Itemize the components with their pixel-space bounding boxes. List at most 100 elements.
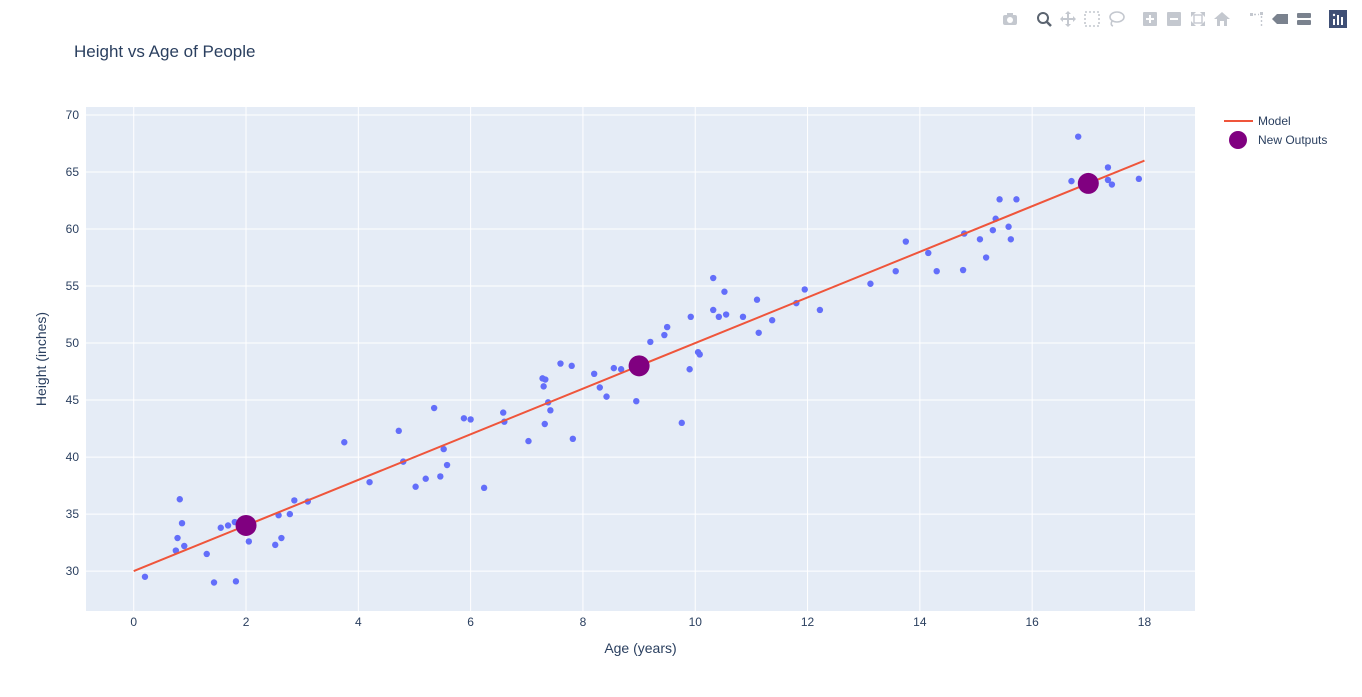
data-point[interactable]	[176, 496, 183, 503]
data-point[interactable]	[989, 226, 997, 234]
data-point[interactable]	[272, 541, 279, 549]
spike-lines-button[interactable]	[1244, 9, 1268, 29]
data-point[interactable]	[245, 538, 253, 545]
data-point[interactable]	[224, 522, 232, 529]
data-point[interactable]	[366, 478, 373, 486]
data-point[interactable]	[1013, 196, 1020, 203]
legend-item-model[interactable]: Model	[1224, 114, 1291, 128]
data-point[interactable]	[933, 267, 940, 275]
lasso-select-button[interactable]	[1104, 9, 1128, 29]
new-output-point[interactable]	[1077, 172, 1099, 194]
data-point[interactable]	[590, 370, 598, 378]
data-point[interactable]	[557, 360, 564, 367]
data-point[interactable]	[174, 534, 181, 542]
pan-button[interactable]	[1056, 9, 1080, 29]
zoom-in-icon	[1141, 10, 1159, 28]
data-point[interactable]	[661, 331, 668, 339]
data-point[interactable]	[540, 383, 547, 390]
data-point[interactable]	[647, 338, 654, 346]
data-point[interactable]	[721, 288, 728, 295]
data-point[interactable]	[678, 419, 685, 427]
zoom-button[interactable]	[1032, 9, 1056, 29]
hover-closest-button[interactable]	[1268, 9, 1292, 29]
data-point[interactable]	[696, 351, 703, 358]
data-point[interactable]	[178, 519, 186, 527]
data-point[interactable]	[710, 306, 717, 314]
data-point[interactable]	[547, 407, 554, 414]
data-point[interactable]	[172, 547, 180, 554]
data-point[interactable]	[141, 573, 149, 580]
data-point[interactable]	[722, 311, 730, 318]
data-point[interactable]	[959, 266, 967, 274]
data-point[interactable]	[437, 473, 444, 480]
data-point[interactable]	[542, 376, 549, 383]
data-point[interactable]	[596, 384, 603, 391]
data-point[interactable]	[610, 364, 618, 372]
data-point[interactable]	[1108, 181, 1116, 188]
data-point[interactable]	[440, 445, 447, 453]
data-point[interactable]	[663, 323, 671, 331]
legend-item-new-outputs[interactable]: New Outputs	[1229, 131, 1327, 149]
data-point[interactable]	[1075, 133, 1082, 140]
data-point[interactable]	[687, 313, 694, 321]
autoscale-button[interactable]	[1186, 9, 1210, 29]
data-point[interactable]	[291, 497, 298, 504]
data-point[interactable]	[867, 280, 874, 287]
data-point[interactable]	[753, 296, 761, 303]
data-point[interactable]	[443, 461, 451, 469]
data-point[interactable]	[982, 254, 990, 261]
data-point[interactable]	[816, 306, 824, 314]
data-point[interactable]	[422, 475, 429, 482]
camera-button[interactable]	[998, 9, 1022, 29]
data-point[interactable]	[395, 427, 402, 435]
data-point[interactable]	[801, 286, 808, 293]
data-point[interactable]	[1104, 176, 1112, 184]
data-point[interactable]	[1005, 223, 1012, 230]
data-point[interactable]	[633, 397, 640, 405]
data-point[interactable]	[1068, 177, 1075, 185]
data-point[interactable]	[1135, 175, 1143, 183]
data-point[interactable]	[181, 542, 188, 550]
data-point[interactable]	[430, 404, 438, 412]
data-point[interactable]	[232, 578, 240, 585]
y-tick-label: 35	[66, 507, 80, 521]
data-point[interactable]	[686, 366, 693, 373]
data-point[interactable]	[902, 238, 910, 245]
reset-axes-button[interactable]	[1210, 9, 1234, 29]
box-select-button[interactable]	[1080, 9, 1104, 29]
plotly-logo-button[interactable]	[1326, 9, 1350, 29]
data-point[interactable]	[925, 249, 932, 257]
data-point[interactable]	[755, 329, 762, 336]
data-point[interactable]	[1007, 236, 1015, 243]
data-point[interactable]	[278, 534, 285, 542]
data-point[interactable]	[541, 420, 548, 428]
data-point[interactable]	[480, 484, 488, 492]
zoom-in-button[interactable]	[1138, 9, 1162, 29]
data-point[interactable]	[768, 317, 776, 324]
data-point[interactable]	[341, 439, 348, 446]
data-point[interactable]	[217, 524, 224, 531]
data-point[interactable]	[568, 362, 575, 370]
zoom-out-button[interactable]	[1162, 9, 1186, 29]
new-output-point[interactable]	[235, 514, 257, 536]
data-point[interactable]	[976, 236, 984, 243]
data-point[interactable]	[1104, 164, 1112, 171]
data-point[interactable]	[525, 437, 532, 445]
data-point[interactable]	[617, 366, 625, 373]
hover-compare-button[interactable]	[1292, 9, 1316, 29]
data-point[interactable]	[500, 409, 507, 416]
data-point[interactable]	[467, 416, 474, 423]
data-point[interactable]	[892, 267, 899, 275]
data-point[interactable]	[715, 313, 723, 321]
data-point[interactable]	[569, 435, 577, 443]
data-point[interactable]	[203, 550, 210, 558]
data-point[interactable]	[603, 393, 610, 400]
data-point[interactable]	[210, 579, 218, 586]
data-point[interactable]	[286, 510, 294, 518]
data-point[interactable]	[739, 313, 747, 321]
data-point[interactable]	[460, 415, 468, 422]
data-point[interactable]	[710, 274, 717, 282]
data-point[interactable]	[996, 196, 1003, 203]
new-output-point[interactable]	[628, 355, 650, 377]
data-point[interactable]	[412, 483, 419, 490]
